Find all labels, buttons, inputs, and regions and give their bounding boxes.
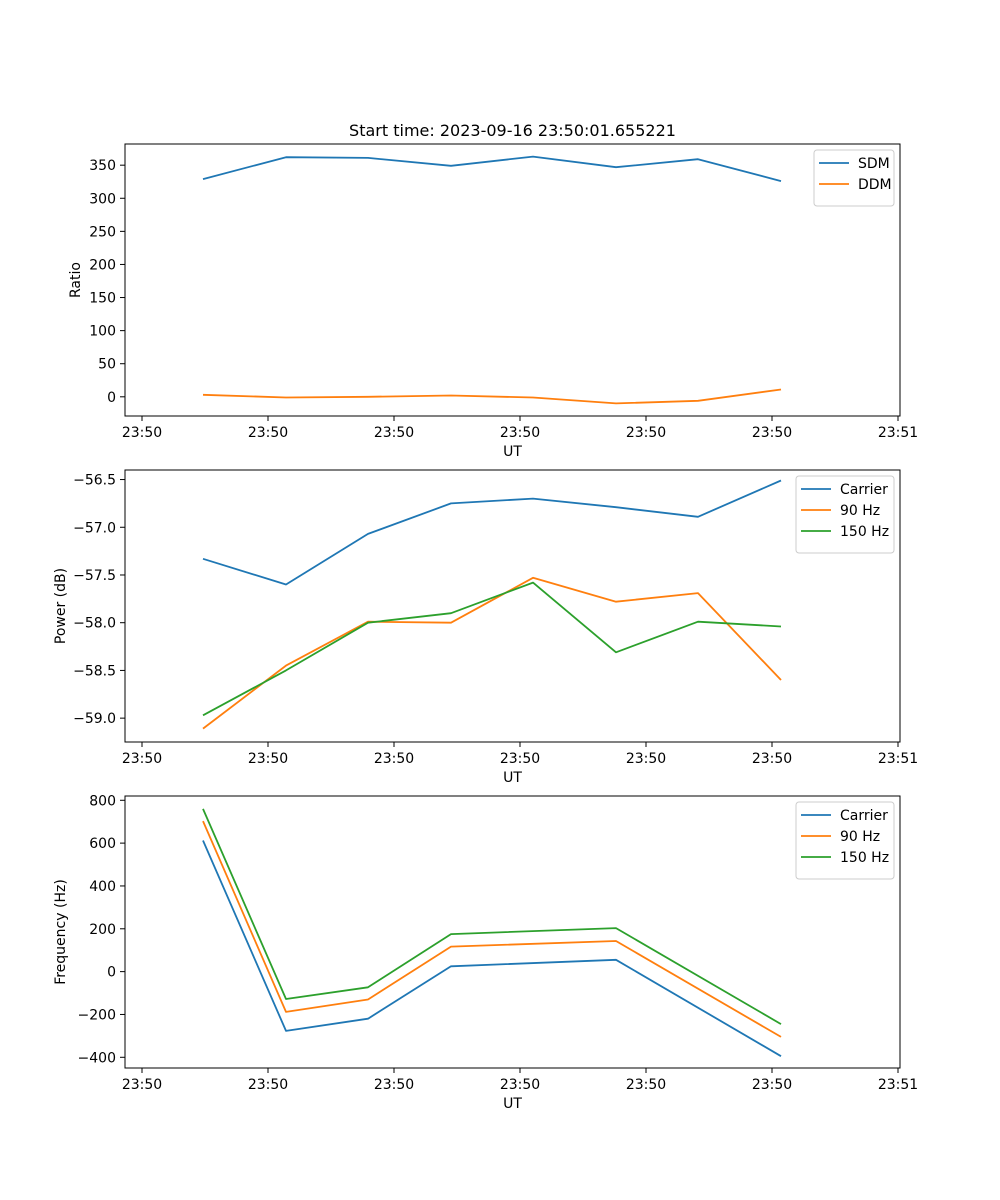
plot-frame bbox=[124, 143, 901, 417]
y-tick-label: 0 bbox=[107, 390, 116, 406]
x-tick-label: 23:51 bbox=[878, 425, 918, 441]
panels: 23:50 23:50 23:50 23:50 23:50 23:50 23:51 0 50 10… bbox=[53, 143, 918, 1112]
y-tick-label: 200 bbox=[89, 922, 116, 938]
series-line-ddm bbox=[202, 388, 782, 405]
y-tick-label: −59.0 bbox=[73, 711, 116, 727]
plot-frame bbox=[124, 469, 901, 743]
legend-label: Carrier bbox=[840, 808, 888, 824]
panel-2: 23:50 23:50 23:50 23:50 23:50 23:50 23:51 −59.0… bbox=[53, 469, 918, 786]
x-tick-label: 23:50 bbox=[374, 1077, 414, 1093]
x-tick-label: 23:50 bbox=[752, 751, 792, 767]
y-tick-label: −58.0 bbox=[73, 616, 116, 632]
y-tick-label: −400 bbox=[78, 1050, 116, 1066]
x-tick-label: 23:50 bbox=[122, 751, 162, 767]
x-tick-label: 23:50 bbox=[374, 425, 414, 441]
y-tick-label: −57.0 bbox=[73, 520, 116, 536]
legend-label: DDM bbox=[858, 177, 892, 193]
y-axis-label: Frequency (Hz) bbox=[53, 879, 69, 985]
series-line-90-hz bbox=[202, 820, 782, 1038]
y-tick-label: 300 bbox=[89, 191, 116, 207]
x-tick-label: 23:50 bbox=[122, 425, 162, 441]
legend: Carrier 90 Hz 150 Hz bbox=[795, 475, 895, 554]
x-tick-label: 23:50 bbox=[752, 425, 792, 441]
legend-label: 90 Hz bbox=[840, 503, 880, 519]
y-tick-label: 600 bbox=[89, 836, 116, 852]
panel-1: 23:50 23:50 23:50 23:50 23:50 23:50 23:51 0 50 10… bbox=[68, 143, 918, 460]
x-tick-label: 23:50 bbox=[374, 751, 414, 767]
legend-label: 150 Hz bbox=[840, 850, 889, 866]
x-tick-label: 23:50 bbox=[500, 425, 540, 441]
series-line-sdm bbox=[202, 155, 782, 182]
y-tick-label: −57.5 bbox=[73, 568, 116, 584]
y-tick-label: −200 bbox=[78, 1007, 116, 1023]
y-tick-label: 100 bbox=[89, 324, 116, 340]
series-line-150-hz bbox=[202, 581, 782, 717]
x-tick-label: 23:50 bbox=[626, 751, 666, 767]
y-tick-label: 400 bbox=[89, 879, 116, 895]
y-tick-label: 800 bbox=[89, 793, 116, 809]
y-tick-label: 150 bbox=[89, 291, 116, 307]
x-tick-label: 23:50 bbox=[122, 1077, 162, 1093]
x-axis-label: UT bbox=[503, 444, 522, 460]
legend-label: Carrier bbox=[840, 482, 888, 498]
legend-box bbox=[813, 149, 895, 207]
legend-label: 90 Hz bbox=[840, 829, 880, 845]
x-tick-label: 23:50 bbox=[248, 425, 288, 441]
series-line-carrier bbox=[202, 479, 782, 586]
figure-title: Start time: 2023-09-16 23:50:01.655221 bbox=[349, 121, 676, 140]
y-tick-label: 50 bbox=[98, 357, 116, 373]
y-tick-label: −56.5 bbox=[73, 473, 116, 489]
y-tick-label: 200 bbox=[89, 257, 116, 273]
series-line-carrier bbox=[202, 840, 782, 1057]
y-axis-label: Ratio bbox=[68, 262, 84, 298]
x-axis-label: UT bbox=[503, 1096, 522, 1112]
series-line-90-hz bbox=[202, 576, 782, 730]
x-tick-label: 23:50 bbox=[500, 1077, 540, 1093]
x-tick-label: 23:50 bbox=[248, 751, 288, 767]
legend-box bbox=[795, 475, 895, 554]
x-axis-label: UT bbox=[503, 770, 522, 786]
y-tick-label: 250 bbox=[89, 224, 116, 240]
legend: SDM DDM bbox=[813, 149, 895, 207]
x-tick-label: 23:50 bbox=[248, 1077, 288, 1093]
plot-frame bbox=[124, 795, 901, 1069]
series-line-150-hz bbox=[202, 808, 782, 1025]
x-tick-label: 23:51 bbox=[878, 751, 918, 767]
legend-label: 150 Hz bbox=[840, 524, 889, 540]
legend-box bbox=[795, 801, 895, 880]
y-tick-label: 350 bbox=[89, 158, 116, 174]
legend: Carrier 90 Hz 150 Hz bbox=[795, 801, 895, 880]
legend-label: SDM bbox=[858, 156, 890, 172]
y-tick-label: −58.5 bbox=[73, 663, 116, 679]
x-tick-label: 23:50 bbox=[752, 1077, 792, 1093]
y-tick-label: 0 bbox=[107, 965, 116, 981]
x-tick-label: 23:50 bbox=[500, 751, 540, 767]
x-tick-label: 23:51 bbox=[878, 1077, 918, 1093]
x-tick-label: 23:50 bbox=[626, 425, 666, 441]
panel-3: 23:50 23:50 23:50 23:50 23:50 23:50 23:51 −400 −… bbox=[53, 793, 918, 1112]
x-tick-label: 23:50 bbox=[626, 1077, 666, 1093]
y-axis-label: Power (dB) bbox=[53, 568, 69, 644]
